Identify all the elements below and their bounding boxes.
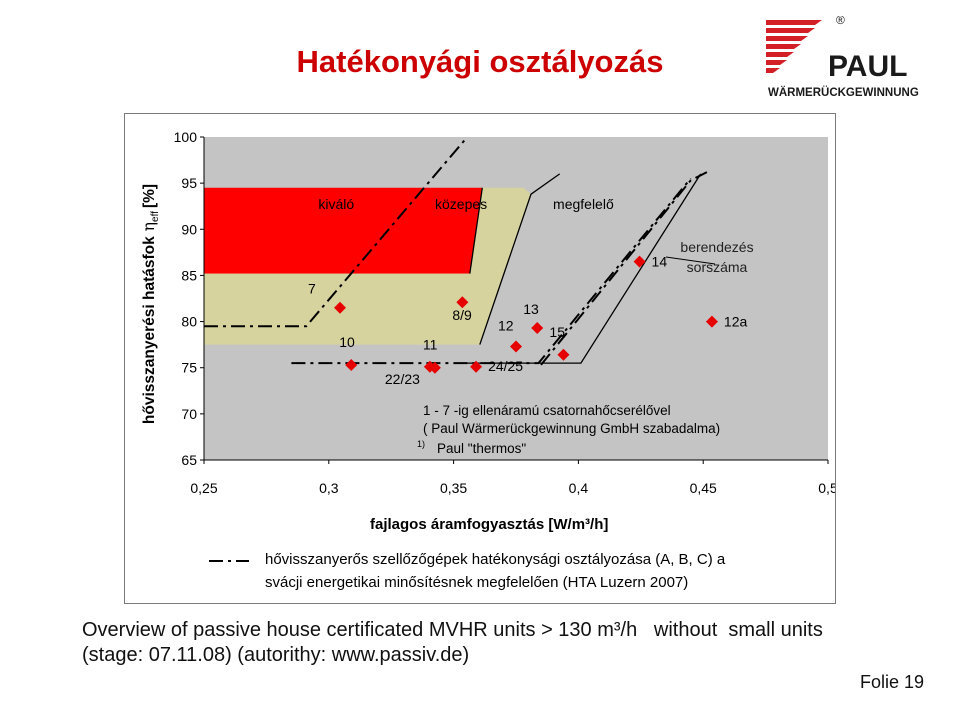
data-point-marker bbox=[470, 360, 483, 373]
y-axis-title-main: hővisszanyerési hatásfok bbox=[141, 236, 158, 424]
zone-boundary-line-1 bbox=[479, 173, 561, 345]
y-tick-label: 95 bbox=[181, 175, 197, 191]
logo-tagline: WÄRMERÜCKGEWINNUNG bbox=[768, 86, 919, 99]
chart-panel: 7 8/9 10 11 22/23 24/25 12 13 15 14 12a 65 70 75 80 85… bbox=[124, 113, 836, 604]
data-point-label: 24/25 bbox=[488, 358, 523, 374]
logo-stripes-icon bbox=[766, 20, 822, 73]
x-tick-label: 0,5 bbox=[818, 480, 835, 496]
zone-label: közepes bbox=[435, 196, 487, 212]
x-tick-label: 0,45 bbox=[690, 480, 717, 496]
y-tick-label: 100 bbox=[174, 129, 198, 145]
series-heading-line-2: sorszáma bbox=[687, 259, 748, 275]
zone-label: kiváló bbox=[318, 196, 354, 212]
zone-excellent bbox=[204, 187, 483, 274]
slide-title: Hatékonyági osztályozás bbox=[296, 44, 664, 79]
hta-class-line-1 bbox=[291, 177, 692, 365]
y-tick-label: 75 bbox=[181, 360, 197, 376]
y-tick-label: 70 bbox=[181, 406, 197, 422]
zone-boundary-line-0 bbox=[469, 187, 483, 274]
x-tick-label: 0,4 bbox=[569, 480, 589, 496]
data-point-label: 15 bbox=[549, 324, 565, 340]
footer-line-1: Overview of passive house certificated M… bbox=[82, 619, 823, 641]
hta-legend-line-1: hővisszanyerős szellőzőgépek hatékonyság… bbox=[265, 551, 726, 568]
y-axis-title-symbol: η bbox=[140, 222, 158, 231]
zone-boundary-line-2 bbox=[463, 173, 702, 364]
hta-class-line-0 bbox=[204, 136, 469, 328]
y-tick-label: 90 bbox=[181, 221, 197, 237]
data-point-marker bbox=[423, 360, 436, 373]
y-axis-title-unit: [%] bbox=[141, 184, 158, 208]
paul-logo-mark: ® PAUL WÄRMERÜCKGEWINNUNG bbox=[766, 13, 919, 99]
hta-class-line-2 bbox=[540, 171, 708, 366]
y-tick-label: 65 bbox=[181, 452, 197, 468]
logo-stripe bbox=[766, 20, 822, 25]
data-point-label: 22/23 bbox=[385, 371, 420, 387]
data-point-label: 11 bbox=[423, 337, 438, 353]
data-point-label: 14 bbox=[652, 254, 668, 270]
footnote-text: Paul "thermos" bbox=[437, 441, 526, 456]
data-point-label: 12 bbox=[498, 317, 514, 333]
zone-medium bbox=[204, 187, 531, 345]
data-point-marker bbox=[334, 301, 347, 314]
y-tick-label: 85 bbox=[181, 267, 197, 283]
logo-stripe bbox=[766, 36, 808, 41]
note-line-2: ( Paul Wärmerückgewinnung GmbH szabadalm… bbox=[423, 421, 720, 436]
y-axis-title-subscript: eff bbox=[150, 211, 161, 222]
data-point-marker bbox=[345, 358, 358, 371]
data-point-label: 8/9 bbox=[452, 307, 472, 323]
company-logo: ® PAUL WÄRMERÜCKGEWINNUNG bbox=[764, 13, 944, 100]
logo-stripe bbox=[766, 44, 801, 49]
data-point-label: 7 bbox=[308, 281, 316, 297]
hta-legend-line-2: svácji energetikai minősítésnek megfelel… bbox=[265, 574, 688, 591]
data-point-label: 10 bbox=[339, 334, 355, 350]
footnote-mark: 1) bbox=[417, 439, 425, 449]
logo-stripe bbox=[766, 52, 794, 57]
series-heading-line-1: berendezés bbox=[680, 239, 753, 255]
y-tick-label: 80 bbox=[181, 314, 197, 330]
data-point-marker bbox=[456, 296, 469, 309]
x-tick-label: 0,25 bbox=[190, 480, 217, 496]
data-point-marker bbox=[705, 315, 718, 328]
series-heading-pointer bbox=[665, 256, 716, 265]
page-number: Folie 19 bbox=[860, 672, 925, 692]
registered-mark: ® bbox=[836, 16, 845, 27]
data-point-marker bbox=[531, 322, 544, 335]
x-tick-label: 0,3 bbox=[319, 480, 339, 496]
data-point-marker bbox=[557, 348, 570, 361]
logo-name: PAUL bbox=[828, 50, 907, 83]
logo-stripe bbox=[766, 68, 780, 73]
footer-line-2: (stage: 07.11.08) (autorithy: www.passiv… bbox=[82, 644, 470, 666]
note-line-1: 1 - 7 -ig ellenáramú csatornahőcserélőve… bbox=[423, 403, 671, 418]
data-point-label: 12a bbox=[724, 314, 748, 330]
logo-stripe bbox=[766, 60, 787, 65]
footer-note: Overview of passive house certificated M… bbox=[82, 618, 823, 668]
x-axis-title: fajlagos áramfogyasztás [W/m³/h] bbox=[370, 516, 608, 533]
efficiency-chart: 7 8/9 10 11 22/23 24/25 12 13 15 14 12a 65 70 75 80 85… bbox=[140, 129, 835, 591]
data-point-label: 13 bbox=[523, 301, 539, 317]
data-point-marker bbox=[510, 340, 522, 353]
y-axis-title: hővisszanyerési hatásfok ηeff [%] bbox=[140, 184, 161, 424]
logo-stripe bbox=[766, 28, 815, 33]
x-tick-label: 0,35 bbox=[440, 480, 467, 496]
zone-label: megfelelő bbox=[553, 196, 614, 212]
